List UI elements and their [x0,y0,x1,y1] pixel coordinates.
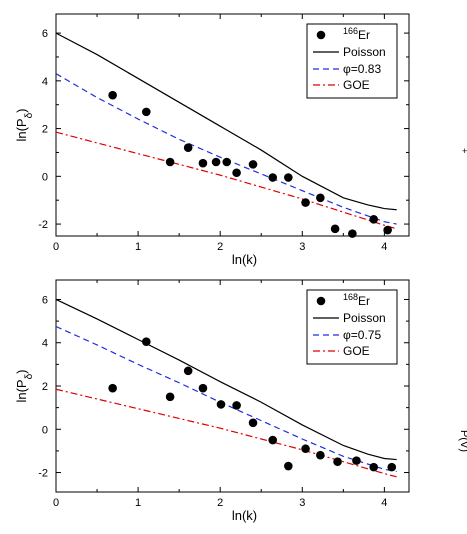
panel2-data-point [301,444,310,454]
panel1-x-tick-label: 4 [381,241,387,253]
panel1-legend-isotope-element: Er [358,28,370,42]
panel1-data-point [108,90,117,100]
panel1-chart: 0 1 2 3 4 -2 0 2 4 6 ln(k) ln(Pδ) 166Er Poisson φ=0.83… [14,13,410,267]
panel2-x-tick-label: 1 [135,497,141,509]
panel2-data-point [198,383,208,393]
panel1-data-point [165,157,175,167]
edge-glyph-top: + [462,146,467,156]
edge-glyph-bottom: P(V) [458,430,467,452]
panel2-data-point [248,418,258,428]
panel2-y-axis-label-close: ) [14,369,29,373]
panel1-plot-frame [55,13,410,237]
panel1-data-point [142,107,151,117]
panel2-y-tick-label: 4 [42,338,48,350]
panel2-legend-goe-label: GOE [343,344,370,358]
panel1-legend-isotope-mass: 166 [343,26,358,36]
panel1-legend-data-label: 166Er [343,26,370,42]
panel2-x-tick-label: 4 [381,497,387,509]
panel1-y-tick-label: 2 [42,124,48,136]
panel2-x-axis-label: ln(k) [232,508,257,523]
panel2-y-tick-label: 6 [42,294,48,306]
panel1-y-axis-label-main: ln(P [14,118,29,141]
panel1-y-tick-label: 4 [42,76,48,88]
panel2-y-tick-label: 2 [42,381,48,393]
panel2-legend-data-label: 168Er [343,292,370,308]
panel2-data-point [268,435,278,445]
panel2-data-point [108,383,117,393]
panel1-data-point [232,168,241,178]
panel2-data-point [387,462,397,472]
panel1-phi-line [56,73,397,225]
panel2-data-point [316,450,325,460]
panel1-x-tick-label: 1 [135,241,141,253]
panel2-data-point [333,457,342,467]
panel1-data-point [348,229,357,238]
panel1-data-point [330,224,340,234]
panel2-data-point [165,392,175,402]
panel1-data-point [222,157,232,167]
panel2-goe-line [56,388,397,478]
panel1-legend-phi-label: φ=0.83 [343,62,381,76]
panel2-poisson-line [56,298,397,461]
panel2-legend-poisson-label: Poisson [343,311,386,325]
panel2-chart: 0 1 2 3 4 -2 0 2 4 6 ln(k) ln(Pδ) 168Er Poisson φ=0.75… [14,279,410,523]
panel2-x-tick-label: 0 [53,497,59,509]
panel2-data-point [232,401,241,410]
panel1-data-point [211,157,221,167]
panel2-legend-data-marker [316,296,326,306]
panel2-data-point [183,366,193,376]
panel1-data-point [268,173,278,182]
panel2-phi-line [56,325,397,473]
panel1-data-point [369,214,379,224]
panel1-data-point [383,225,392,235]
panel1-x-axis-label: ln(k) [232,252,257,267]
panel2-data-point [142,337,151,346]
panel1-poisson-line [56,32,397,211]
panel2-y-axis-label-main: ln(P [14,379,29,402]
panel1-goe-line [56,131,397,230]
panel2-data-point [284,461,293,471]
panel1-y-tick-label: 6 [42,28,48,40]
panel2-x-tick-label: 2 [217,497,223,509]
panel1-data-point [248,160,258,169]
panel2-y-axis-label-sub: δ [24,373,35,379]
panel1-legend-poisson-label: Poisson [343,45,386,59]
panel2-legend-phi-label: φ=0.75 [343,328,381,342]
panel2-y-axis-label: ln(Pδ) [14,369,35,402]
panel1-data-point [301,198,310,207]
panel1-legend-data-marker [316,30,326,40]
panel2-data-point [216,400,226,409]
panel2-y-tick-label: 0 [42,424,48,436]
panel1-x-tick-label: 2 [217,241,223,253]
panel2-y-tick-label: -2 [38,468,48,480]
panel1-legend-goe-label: GOE [343,78,370,92]
panel1-data-point [284,173,293,182]
panel2-legend-isotope-mass: 168 [343,292,358,302]
panel2-legend-isotope-element: Er [358,294,370,308]
panel1-data-point [316,193,325,203]
panel1-y-axis-label-sub: δ [24,112,35,118]
panel1-x-tick-label: 0 [53,241,59,253]
panel2-data-point [369,462,379,472]
panel1-y-tick-label: -2 [38,219,48,231]
panel1-y-axis-label-close: ) [14,108,29,112]
panel1-y-tick-label: 0 [42,171,48,183]
panel1-data-point [183,143,193,152]
panel1-data-point [198,158,208,168]
panel2-data-point [352,456,361,465]
panel1-x-tick-label: 3 [299,241,305,253]
panel2-x-tick-label: 3 [299,497,305,509]
panel1-y-axis-label: ln(Pδ) [14,108,35,141]
